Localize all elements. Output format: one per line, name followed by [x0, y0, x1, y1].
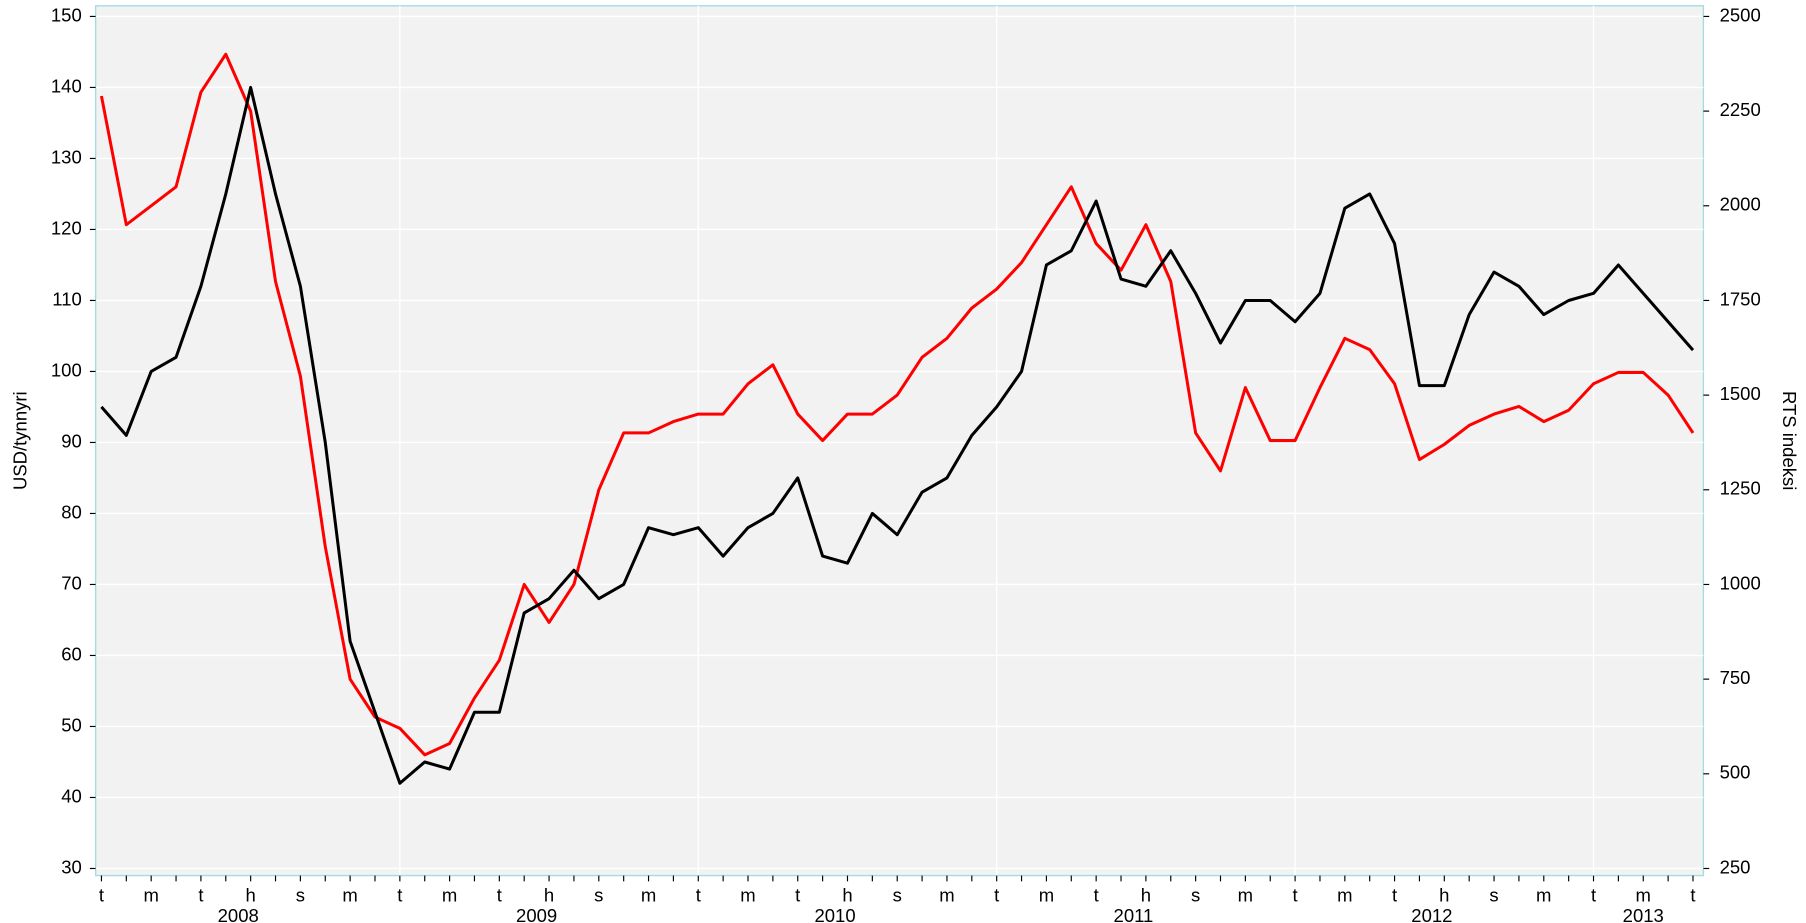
y-tick-label: 100 — [51, 359, 82, 380]
x-tick-label: m — [1536, 884, 1551, 905]
y2-tick-label: 1000 — [1720, 572, 1761, 593]
y2-tick-label: 2500 — [1720, 4, 1761, 25]
x-tick-label: s — [1191, 884, 1200, 905]
plot-area — [94, 5, 1705, 877]
y2-tick-label: 1750 — [1720, 288, 1761, 309]
y-tick-label: 130 — [51, 146, 82, 167]
y-tick-label: 120 — [51, 217, 82, 238]
year-label: 2011 — [1114, 905, 1154, 923]
y2-tick-label: 1250 — [1720, 478, 1761, 499]
x-tick-label: m — [1337, 884, 1352, 905]
x-tick-label: m — [342, 884, 357, 905]
x-tick-label: h — [1439, 884, 1449, 905]
y-tick-label: 110 — [52, 288, 82, 309]
year-label: 2008 — [218, 905, 259, 923]
x-tick-label: t — [99, 884, 104, 905]
y2-tick-label: 2250 — [1720, 99, 1761, 120]
x-tick-label: s — [296, 884, 305, 905]
x-tick-label: m — [1636, 884, 1651, 905]
data-line — [99, 52, 1695, 757]
year-label: 2013 — [1623, 905, 1664, 923]
x-tick-label: s — [594, 884, 603, 905]
grid — [95, 5, 1704, 876]
y2-tick-label: 500 — [1720, 762, 1751, 783]
x-tick-label: t — [696, 884, 701, 905]
x-tick-label: h — [842, 884, 852, 905]
x-tick-label: m — [1238, 884, 1253, 905]
axes: 30 40 50 60 70 80 90 100 110 120 130 140 150 250 500 75… — [51, 4, 1761, 923]
year-label: 2009 — [516, 905, 557, 923]
x-tick-label: t — [1094, 884, 1099, 905]
year-label: 2012 — [1411, 905, 1452, 923]
y-tick-label: 50 — [61, 714, 82, 735]
x-tick-label: h — [1141, 884, 1151, 905]
x-tick-label: s — [893, 884, 902, 905]
x-tick-label: m — [1039, 884, 1054, 905]
y-tick-label: 150 — [51, 4, 82, 25]
y-tick-label: 140 — [51, 75, 82, 96]
y-tick-label: 70 — [61, 572, 82, 593]
x-tick-label: m — [939, 884, 954, 905]
lines — [99, 52, 1695, 785]
x-tick-label: h — [544, 884, 554, 905]
x-tick-label: m — [442, 884, 457, 905]
y-tick-label: 30 — [61, 856, 82, 877]
y2-tick-label: 250 — [1720, 856, 1751, 877]
x-tick-label: t — [795, 884, 800, 905]
y2-tick-label: 2000 — [1720, 194, 1761, 215]
data-line — [100, 85, 1695, 785]
y2-axis-title: RTS indeksi — [1779, 391, 1800, 490]
x-tick-label: t — [994, 884, 999, 905]
x-tick-label: m — [143, 884, 158, 905]
y-tick-label: 90 — [61, 430, 82, 451]
x-tick-label: t — [1293, 884, 1298, 905]
x-tick-label: t — [198, 884, 203, 905]
x-tick-label: m — [641, 884, 656, 905]
y-tick-label: 60 — [61, 643, 82, 664]
y2-tick-label: 1500 — [1720, 383, 1761, 404]
y-tick-label: 40 — [61, 785, 82, 806]
y-tick-label: 80 — [61, 501, 82, 522]
x-tick-label: t — [1591, 884, 1596, 905]
x-tick-label: s — [1489, 884, 1498, 905]
x-tick-label: t — [397, 884, 402, 905]
year-label: 2010 — [814, 905, 855, 923]
x-tick-label: t — [1392, 884, 1397, 905]
x-tick-label: t — [1690, 884, 1695, 905]
x-tick-label: t — [497, 884, 502, 905]
x-tick-label: m — [740, 884, 755, 905]
y2-tick-label: 750 — [1720, 667, 1751, 688]
y-axis-title: USD/tynnyri — [10, 391, 31, 490]
x-tick-label: h — [246, 884, 256, 905]
